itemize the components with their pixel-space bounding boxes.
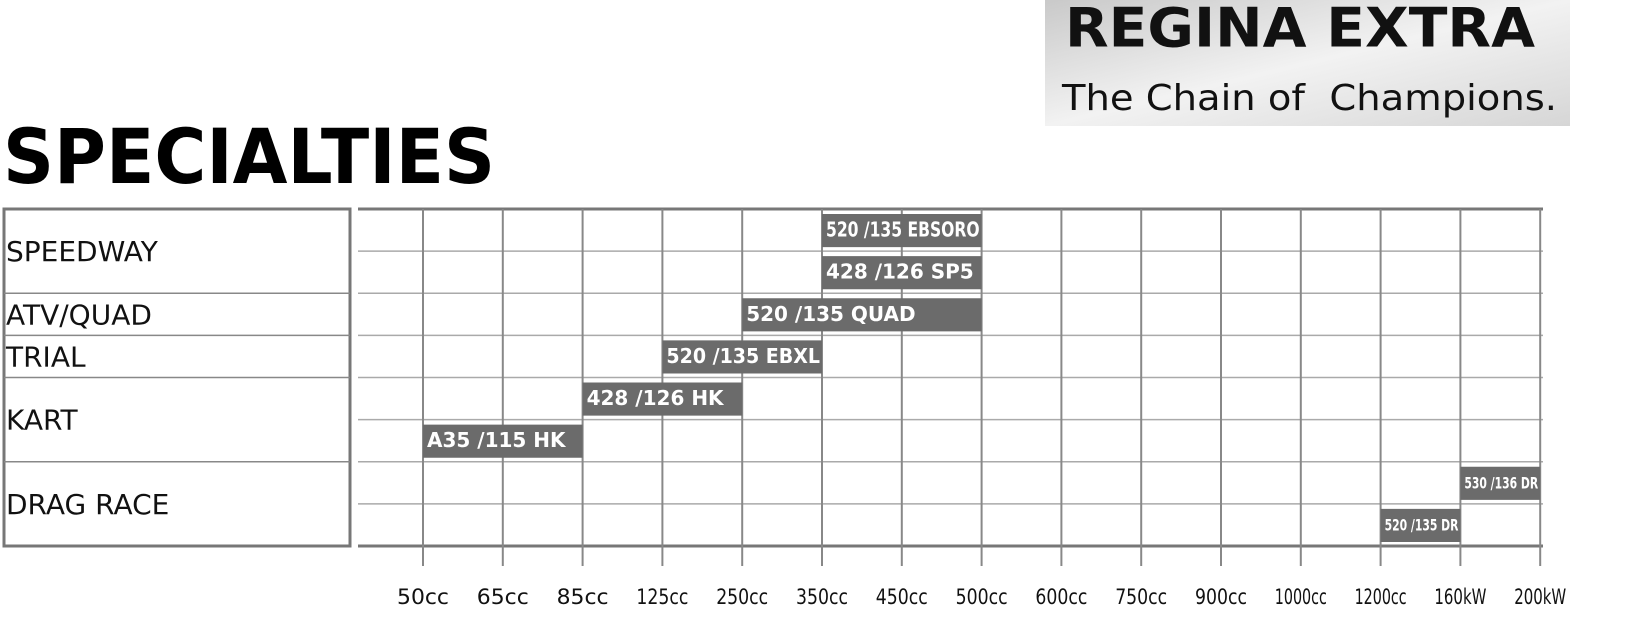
bar-label: A35 /115 HK <box>427 428 567 452</box>
row-label: TRIAL <box>5 340 86 373</box>
x-tick-label: 85cc <box>557 585 609 609</box>
bar-label: 428 /126 SP5 <box>826 260 974 284</box>
row-label: ATV/QUAD <box>6 298 152 331</box>
x-tick-label: 1200cc <box>1355 585 1407 609</box>
x-tick-label: 125cc <box>636 585 688 609</box>
logo-tagline: The Chain of Champions. <box>1061 78 1557 119</box>
range-bar <box>822 214 982 248</box>
range-bar <box>582 382 743 416</box>
range-bar <box>662 340 822 374</box>
x-tick-label: 50cc <box>397 585 449 609</box>
logo-name: REGINA EXTRA <box>1065 0 1535 60</box>
logo-bg <box>1045 0 1570 126</box>
x-tick-label: 160kW <box>1434 585 1486 609</box>
chart-title: SPECIALTIES <box>3 112 495 201</box>
bar-label: 520 /135 EBXL <box>666 344 820 368</box>
bar-label: 428 /126 HK <box>587 386 725 410</box>
range-bar <box>1380 508 1461 542</box>
x-tick-label: 450cc <box>876 585 928 609</box>
x-tick-label: 600cc <box>1035 585 1087 609</box>
row-label: KART <box>6 404 78 437</box>
range-bar <box>423 424 583 458</box>
x-tick-label: 500cc <box>956 585 1008 609</box>
x-tick-label: 200kW <box>1514 585 1566 609</box>
x-tick-label: 65cc <box>477 585 529 609</box>
row-label: DRAG RACE <box>6 488 169 521</box>
x-tick-label: 1000cc <box>1275 585 1327 609</box>
bar-label: 520 /135 QUAD <box>746 302 915 326</box>
bar-label: 520 /135 DR <box>1385 515 1459 534</box>
x-tick-label: 350cc <box>796 585 848 609</box>
range-bar <box>742 298 982 332</box>
x-tick-label: 900cc <box>1195 585 1247 609</box>
x-tick-label: 250cc <box>716 585 768 609</box>
range-bar <box>822 256 982 290</box>
row-label: SPEEDWAY <box>6 235 159 268</box>
x-tick-label: 750cc <box>1115 585 1167 609</box>
bar-label: 520 /135 EBSORO <box>826 218 980 242</box>
bar-label: 530 /136 DR <box>1464 473 1538 492</box>
range-bar <box>1460 466 1541 500</box>
